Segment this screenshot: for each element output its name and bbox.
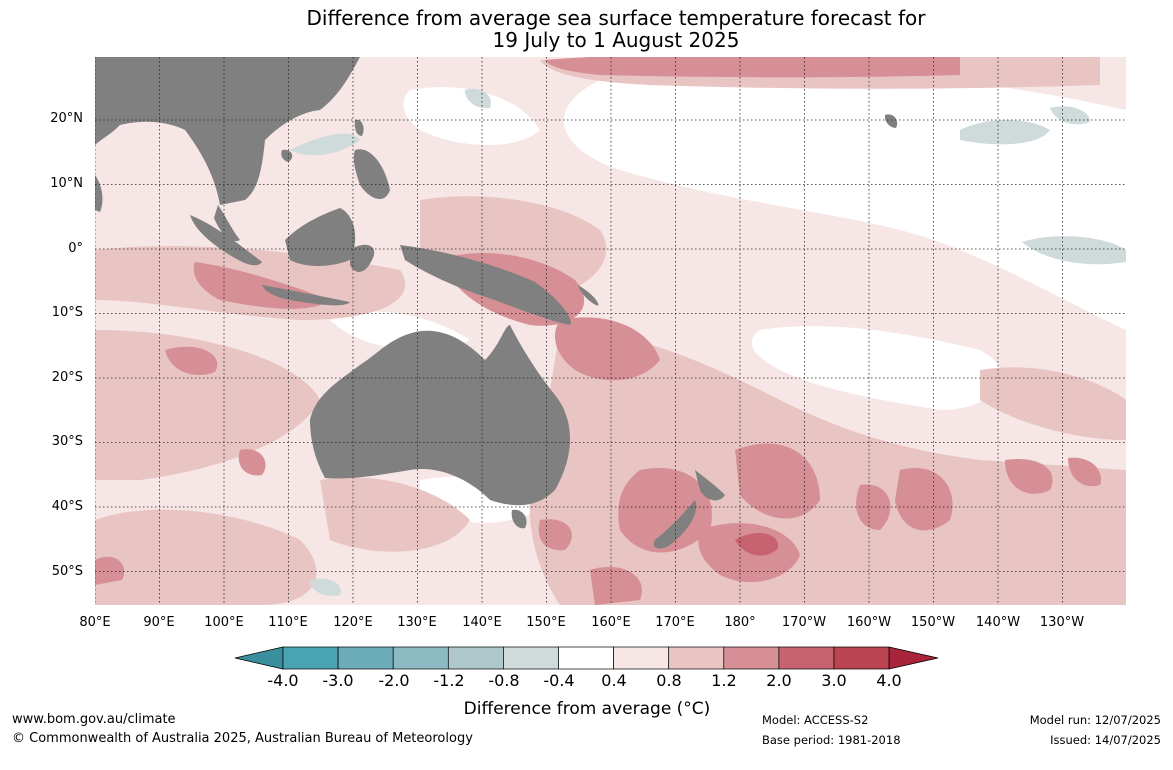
java [262, 285, 350, 306]
colorbar-segment [282, 646, 339, 670]
tasmania [511, 509, 527, 529]
model-name: Model: ACCESS-S2 [762, 713, 869, 727]
lon-label: 180° [724, 615, 756, 630]
lon-label: 160°E [591, 615, 631, 630]
lat-label: 20°S [51, 370, 83, 385]
colorbar-extend-low [234, 646, 284, 670]
land-masses [95, 57, 898, 549]
lat-label: 0° [68, 241, 83, 256]
lon-label: 170°E [655, 615, 695, 630]
map-title-line1: Difference from average sea surface temp… [306, 6, 926, 30]
colorbar-tick-label: 4.0 [876, 671, 902, 690]
borneo [285, 208, 356, 266]
lon-label: 140°E [462, 615, 502, 630]
new-zealand-north [695, 470, 725, 501]
colorbar-segment [668, 646, 725, 670]
lon-label: 130°E [397, 615, 437, 630]
graticule [95, 57, 1126, 605]
colorbar-segment [558, 646, 614, 670]
lon-label: 150°W [910, 615, 956, 630]
new-guinea [400, 245, 571, 325]
colorbar-tick-label: -1.2 [433, 671, 465, 690]
colorbar-extend-high [888, 646, 939, 670]
colorbar-tick-label: 2.0 [766, 671, 792, 690]
taiwan [354, 119, 364, 136]
colorbar-title: Difference from average (°C) [463, 699, 711, 719]
colorbar-tick-label: -0.4 [543, 671, 575, 690]
colorbar-segment [337, 646, 394, 670]
colorbar-segment [447, 646, 504, 670]
colorbar-segment [723, 646, 780, 670]
lon-label: 80°E [79, 615, 111, 630]
map-title-line2: 19 July to 1 August 2025 [492, 28, 740, 52]
colorbar [234, 646, 939, 670]
hainan [281, 149, 293, 162]
lat-label: 40°S [51, 499, 83, 514]
colorbar-tick-label: -4.0 [267, 671, 299, 690]
colorbar-segment [613, 646, 670, 670]
colorbar-tick-label: -3.0 [322, 671, 354, 690]
sulawesi [350, 244, 375, 272]
copyright-text: © Commonwealth of Australia 2025, Austra… [12, 731, 473, 746]
lon-label: 110°E [268, 615, 308, 630]
lat-label: 10°S [51, 305, 83, 320]
lat-label: 50°S [51, 564, 83, 579]
anomaly-negative [290, 88, 1126, 596]
lat-label: 10°N [50, 176, 83, 191]
asia-mainland [95, 57, 360, 205]
colorbar-tick-label: 3.0 [821, 671, 847, 690]
lon-label: 90°E [143, 615, 175, 630]
model-run-date: Model run: 12/07/2025 [1029, 713, 1161, 727]
website-link[interactable]: www.bom.gov.au/climate [12, 712, 176, 727]
colorbar-tick-label: 1.2 [711, 671, 737, 690]
colorbar-segment [392, 646, 449, 670]
lon-label: 140°W [975, 615, 1021, 630]
hawaii [884, 114, 898, 128]
lon-label: 150°E [526, 615, 566, 630]
colorbar-tick-label: 0.8 [656, 671, 682, 690]
base-period: Base period: 1981-2018 [762, 733, 901, 747]
sumatra [190, 215, 262, 266]
new-zealand-south [653, 500, 697, 549]
india-south [95, 175, 103, 212]
colorbar-segment [778, 646, 835, 670]
philippines [353, 149, 390, 200]
lon-label: 130°W [1039, 615, 1085, 630]
colorbar-tick-label: -2.0 [378, 671, 410, 690]
colorbar-segment [833, 646, 890, 670]
malay-peninsula [214, 205, 240, 242]
lat-label: 30°S [51, 434, 83, 449]
lat-label: 20°N [50, 111, 83, 126]
australia [310, 325, 570, 506]
anomaly-2-0-to-3-0 [735, 533, 779, 556]
lon-label: 170°W [781, 615, 827, 630]
issued-date: Issued: 14/07/2025 [1050, 733, 1161, 747]
solomon-islands [578, 285, 599, 306]
lon-label: 100°E [204, 615, 244, 630]
lon-label: 160°W [846, 615, 892, 630]
colorbar-tick-label: -0.8 [488, 671, 520, 690]
lon-label: 120°E [333, 615, 373, 630]
colorbar-tick-label: 0.4 [601, 671, 627, 690]
colorbar-segment [503, 646, 559, 670]
